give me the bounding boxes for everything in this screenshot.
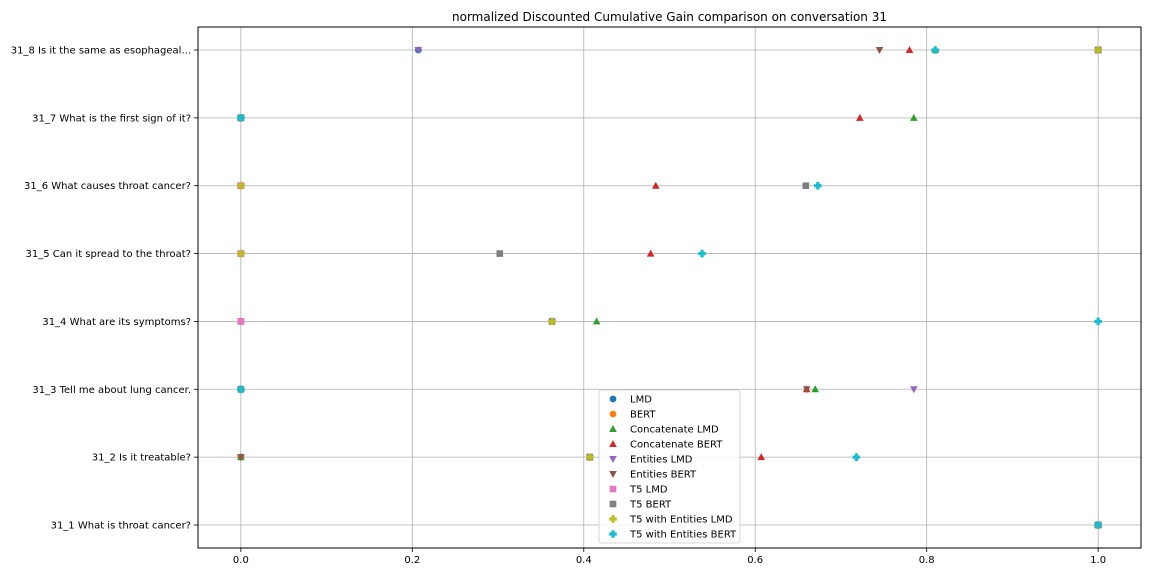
legend-marker — [609, 530, 617, 538]
legend-marker — [609, 485, 617, 493]
data-point — [585, 453, 594, 461]
legend-item: T5 with Entities BERT — [609, 530, 737, 541]
data-point — [856, 113, 864, 121]
data-point — [592, 317, 601, 325]
data-point — [875, 47, 884, 54]
data-point — [931, 46, 940, 54]
legend-label: Entities BERT — [630, 470, 697, 481]
x-tick-label: 0.2 — [404, 555, 420, 566]
y-tick-label: 31_2 Is it treatable? — [92, 453, 191, 464]
legend-marker — [609, 440, 617, 447]
legend-item: BERT — [609, 410, 656, 421]
plot-frame — [197, 26, 1142, 549]
data-point — [651, 181, 660, 189]
y-tick-label: 31_6 What causes throat cancer? — [24, 181, 191, 192]
x-tick-label: 1.0 — [1090, 555, 1106, 566]
data-point — [1094, 317, 1102, 326]
data-point — [548, 317, 556, 326]
legend-marker — [609, 456, 617, 463]
legend-item: Entities BERT — [609, 470, 697, 481]
axis-ticks: 0.0 0.2 0.4 0.6 0.8 1.0 31_1 What is throat ca… — [11, 46, 1106, 567]
legend-label: T5 with Entities LMD — [629, 515, 733, 526]
data-point — [237, 318, 245, 325]
legend-label: T5 LMD — [629, 485, 668, 496]
x-tick-label: 0.0 — [233, 555, 249, 566]
legend-box — [598, 389, 741, 544]
legend-label: T5 with Entities BERT — [629, 530, 737, 541]
legend: LMD BERT Concatenate LMD Concatenate BERT En… — [598, 389, 741, 544]
y-tick-label: 31_4 What are its symptoms? — [42, 317, 191, 328]
data-point — [905, 46, 914, 53]
x-tick-label: 0.4 — [576, 555, 592, 566]
legend-item: Concatenate BERT — [609, 440, 723, 451]
series-t5-with-entities-bert — [237, 46, 1102, 529]
data-point — [237, 249, 245, 258]
data-marks — [237, 46, 1102, 529]
data-point — [414, 47, 423, 54]
legend-item: T5 LMD — [609, 485, 668, 496]
legend-label: Concatenate BERT — [630, 440, 723, 451]
legend-label: Entities LMD — [630, 455, 693, 466]
data-point — [1094, 46, 1102, 54]
legend-marker — [609, 515, 617, 523]
y-tick-label: 31_3 Tell me about lung cancer. — [32, 385, 191, 396]
legend-label: BERT — [630, 410, 656, 421]
legend-item: T5 BERT — [609, 500, 672, 511]
data-point — [237, 114, 245, 122]
legend-item: Concatenate LMD — [609, 425, 719, 436]
legend-item: Entities LMD — [609, 455, 693, 466]
data-point — [496, 250, 504, 257]
legend-marker — [609, 471, 617, 478]
grid — [198, 27, 1141, 548]
y-tick-label: 31_5 Can it spread to the throat? — [26, 249, 191, 260]
data-point — [814, 181, 822, 190]
chart-title: normalized Discounted Cumulative Gain co… — [452, 10, 887, 24]
y-tick-label: 31_1 What is throat cancer? — [51, 521, 191, 532]
data-point — [237, 385, 245, 394]
legend-label: Concatenate LMD — [630, 425, 719, 436]
y-tick-label: 31_8 Is it the same as esophageal... — [11, 46, 191, 57]
y-tick-label: 31_7 What is the first sign of it? — [32, 113, 191, 124]
x-tick-label: 0.6 — [747, 555, 763, 566]
data-point — [757, 453, 766, 461]
data-point — [1094, 521, 1102, 529]
data-point — [237, 454, 245, 462]
x-tick-label: 0.8 — [919, 555, 935, 566]
legend-item: LMD — [609, 395, 652, 406]
data-point — [646, 249, 655, 257]
data-point — [811, 385, 820, 393]
data-point — [910, 113, 918, 121]
legend-marker — [609, 395, 617, 403]
legend-marker — [609, 425, 617, 432]
data-point — [802, 182, 810, 190]
data-point — [910, 386, 918, 394]
data-point — [802, 386, 811, 394]
legend-label: T5 BERT — [629, 500, 672, 511]
legend-marker — [609, 500, 617, 508]
legend-item: T5 with Entities LMD — [609, 515, 733, 526]
legend-marker — [609, 410, 617, 418]
data-point — [698, 249, 706, 258]
legend-label: LMD — [630, 395, 652, 406]
data-point — [852, 453, 861, 461]
data-point — [237, 181, 245, 190]
